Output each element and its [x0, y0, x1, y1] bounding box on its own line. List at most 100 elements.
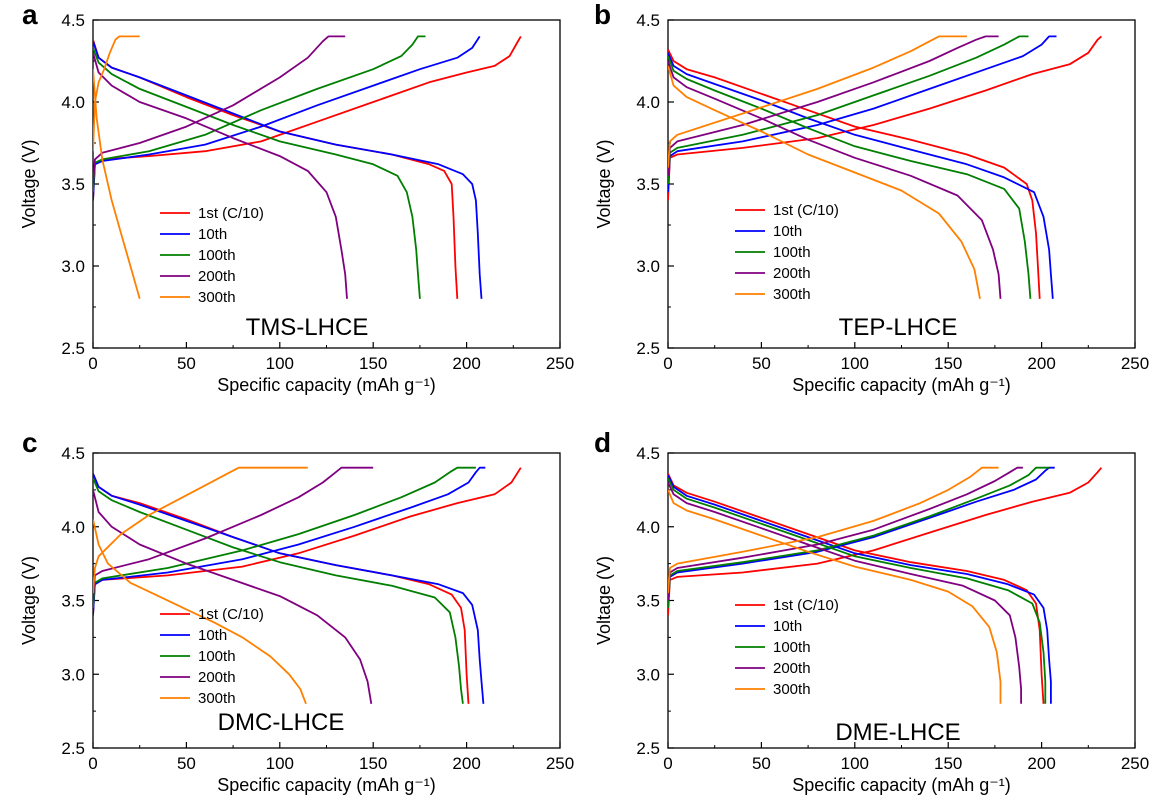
y-axis-label: Voltage (V): [19, 139, 39, 228]
series-line-discharge: [93, 47, 421, 299]
x-tick-label: 150: [934, 754, 962, 773]
y-axis-label: Voltage (V): [19, 556, 39, 645]
y-tick-label: 4.5: [636, 11, 660, 30]
series-line-discharge: [668, 65, 981, 299]
y-tick-label: 3.0: [61, 257, 85, 276]
x-axis-label: Specific capacity (mAh g⁻¹): [792, 375, 1011, 395]
series-line-charge: [668, 35, 999, 176]
series-line-charge: [668, 35, 1102, 201]
series-line-charge: [668, 466, 1023, 601]
panel-b: 0 50 100 150 200 250 2.5 3.0 3.5 4.0 4.5 Specific c…: [594, 0, 1149, 395]
x-tick-label: 0: [663, 754, 672, 773]
panel-d: 0 50 100 150 200 250 2.5 3.0 3.5 4.0 4.5 Specific c…: [594, 427, 1149, 795]
plot-frame: [92, 19, 561, 349]
x-tick-label: 50: [177, 354, 196, 373]
y-tick-label: 3.0: [636, 665, 660, 684]
series-line-charge: [668, 466, 999, 594]
series-line-charge: [668, 466, 1055, 608]
y-tick-label: 3.5: [636, 592, 660, 611]
panel-a: 0 50 100 150 200 250 2.5 3.0 3.5 4.0 4.5 Specific c…: [19, 0, 574, 395]
y-axis-label: Voltage (V): [594, 556, 614, 645]
legend-label: 1st (C/10): [773, 597, 839, 614]
legend-label: 1st (C/10): [198, 606, 264, 623]
series-line-discharge: [93, 41, 483, 299]
series-line-charge: [93, 466, 374, 601]
y-tick-label: 2.5: [636, 739, 660, 758]
x-tick-label: 50: [177, 754, 196, 773]
legend: 1st (C/10) 10th 100th 200th 300th: [735, 202, 839, 303]
series-line-discharge: [668, 55, 1032, 299]
series-line-discharge: [93, 489, 373, 704]
y-tick-label: 4.0: [61, 518, 85, 537]
x-tick-label: 250: [1121, 754, 1149, 773]
legend-label: 100th: [773, 244, 811, 261]
x-axis-label: Specific capacity (mAh g⁻¹): [792, 775, 1011, 795]
y-tick-label: 3.0: [61, 665, 85, 684]
y-tick-label: 4.0: [636, 93, 660, 112]
y-tick-label: 2.5: [636, 339, 660, 358]
legend-label: 10th: [773, 223, 802, 240]
panel-title: DME-LHCE: [835, 719, 960, 746]
series-line-charge: [668, 35, 1057, 193]
y-tick-label: 3.0: [636, 257, 660, 276]
legend-label: 10th: [198, 226, 227, 243]
x-tick-label: 200: [452, 354, 480, 373]
y-tick-label: 4.0: [636, 518, 660, 537]
series-line-discharge: [668, 474, 1052, 704]
legend-label: 200th: [773, 660, 811, 677]
x-tick-label: 150: [934, 354, 962, 373]
panel-label: b: [594, 0, 611, 30]
series-line-discharge: [668, 489, 1002, 704]
series-line-discharge: [668, 52, 1054, 299]
legend-label: 300th: [198, 289, 236, 306]
legend-label: 1st (C/10): [198, 205, 264, 222]
x-tick-label: 250: [1121, 354, 1149, 373]
series-line-discharge: [93, 52, 348, 299]
legend: 1st (C/10) 10th 100th 200th 300th: [160, 606, 264, 707]
legend-label: 100th: [198, 247, 236, 264]
x-tick-label: 200: [452, 754, 480, 773]
series-line-discharge: [668, 60, 1002, 299]
legend-label: 200th: [198, 669, 236, 686]
plot-frame: [667, 19, 1136, 349]
y-tick-label: 4.0: [61, 93, 85, 112]
x-tick-label: 100: [266, 754, 294, 773]
x-axis-label: Specific capacity (mAh g⁻¹): [217, 775, 436, 795]
x-tick-label: 0: [663, 354, 672, 373]
legend-label: 10th: [773, 618, 802, 635]
panel-title: TEP-LHCE: [839, 314, 958, 341]
series-line-charge: [668, 35, 1029, 185]
panel-label: d: [594, 427, 611, 458]
series-line-charge: [93, 466, 476, 608]
panel-title: TMS-LHCE: [246, 314, 369, 341]
x-tick-label: 150: [359, 354, 387, 373]
x-tick-label: 200: [1027, 354, 1055, 373]
legend-label: 100th: [198, 648, 236, 665]
legend-label: 300th: [198, 690, 236, 707]
legend-label: 10th: [198, 627, 227, 644]
x-tick-label: 250: [546, 754, 574, 773]
plot-frame: [92, 452, 561, 749]
series-line-charge: [93, 35, 481, 201]
x-tick-label: 100: [841, 754, 869, 773]
legend-label: 200th: [198, 268, 236, 285]
series-line-discharge: [93, 39, 459, 299]
x-tick-label: 100: [266, 354, 294, 373]
legend-label: 300th: [773, 286, 811, 303]
series-line-discharge: [93, 519, 307, 705]
series-line-discharge: [93, 69, 141, 300]
panel-c: 0 50 100 150 200 250 2.5 3.0 3.5 4.0 4.5 Specific c…: [19, 427, 574, 795]
y-tick-label: 4.5: [61, 11, 85, 30]
panel-label: a: [22, 0, 38, 30]
legend-label: 1st (C/10): [773, 202, 839, 219]
y-tick-label: 2.5: [61, 339, 85, 358]
series-line-charge: [93, 466, 486, 616]
y-axis-label: Voltage (V): [594, 139, 614, 228]
y-tick-label: 4.5: [61, 444, 85, 463]
series-line-discharge: [668, 477, 1047, 704]
x-tick-label: 150: [359, 754, 387, 773]
plot-frame: [667, 452, 1136, 749]
series-line-charge: [93, 35, 522, 201]
series-line-charge: [668, 466, 1050, 608]
x-tick-label: 0: [88, 354, 97, 373]
